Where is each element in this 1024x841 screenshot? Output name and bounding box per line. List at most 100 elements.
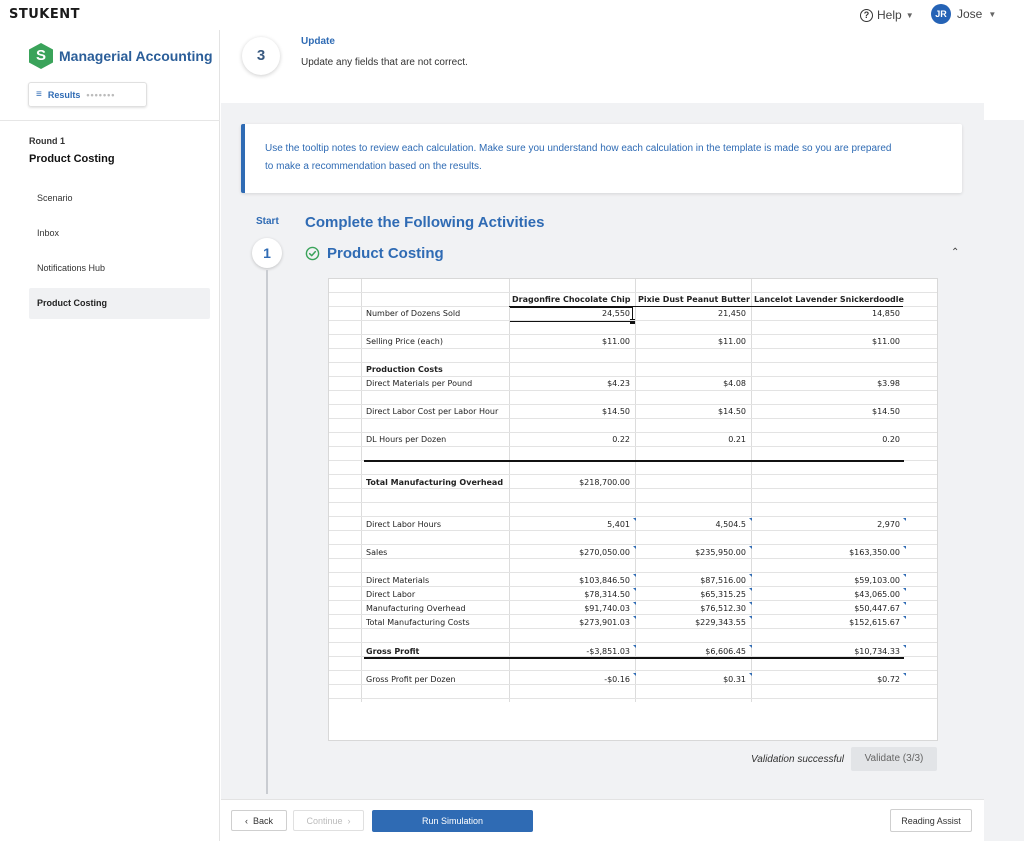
- continue-label: Continue: [306, 816, 343, 826]
- column-header-pixie-dust: Pixie Dust Peanut Butter: [638, 295, 750, 304]
- grid-column-line: [361, 279, 362, 702]
- fill-handle[interactable]: [630, 319, 635, 324]
- column-header-lancelot: Lancelot Lavender Snickerdoodle: [754, 295, 904, 304]
- tooltip-note-icon[interactable]: [903, 518, 906, 521]
- tooltip-note-icon[interactable]: [633, 518, 636, 521]
- table-cell[interactable]: $11.00: [872, 337, 900, 346]
- user-menu[interactable]: JR Jose ▼: [931, 4, 996, 24]
- sidebar-divider: [0, 120, 220, 121]
- tooltip-note-icon[interactable]: [903, 588, 906, 591]
- table-cell[interactable]: $91,740.03: [584, 604, 630, 613]
- tooltip-note-icon[interactable]: [749, 645, 752, 648]
- table-cell[interactable]: 14,850: [872, 309, 900, 318]
- course-brand: S Managerial Accounting: [29, 43, 213, 69]
- table-cell[interactable]: 0.20: [882, 435, 900, 444]
- tooltip-note-icon[interactable]: [633, 574, 636, 577]
- table-cell[interactable]: 21,450: [718, 309, 746, 318]
- table-cell[interactable]: $14.50: [718, 407, 746, 416]
- table-cell[interactable]: $4.08: [723, 379, 746, 388]
- table-cell[interactable]: $14.50: [602, 407, 630, 416]
- table-cell[interactable]: $43,065.00: [854, 590, 900, 599]
- table-cell[interactable]: $14.50: [872, 407, 900, 416]
- table-cell[interactable]: $218,700.00: [579, 478, 630, 487]
- table-cell[interactable]: $76,512.30: [700, 604, 746, 613]
- sidebar-item-notifications-hub[interactable]: Notifications Hub: [37, 263, 106, 273]
- table-cell[interactable]: $59,103.00: [854, 576, 900, 585]
- table-cell[interactable]: $11.00: [602, 337, 630, 346]
- tooltip-note-icon[interactable]: [749, 518, 752, 521]
- tooltip-note-icon[interactable]: [903, 546, 906, 549]
- tooltip-note-icon[interactable]: [749, 673, 752, 676]
- tooltip-note-icon[interactable]: [633, 546, 636, 549]
- table-cell[interactable]: $87,516.00: [700, 576, 746, 585]
- continue-button[interactable]: Continue ›: [293, 810, 364, 831]
- grid-row-line: [329, 348, 937, 349]
- tooltip-note-icon[interactable]: [633, 588, 636, 591]
- grid-row-line: [329, 628, 937, 629]
- chevron-up-icon[interactable]: ⌃: [951, 247, 960, 258]
- row-label: Direct Labor: [366, 590, 416, 599]
- product-costing-spreadsheet[interactable]: Dragonfire Chocolate Chip Pixie Dust Pea…: [328, 278, 938, 741]
- table-cell[interactable]: $103,846.50: [579, 576, 630, 585]
- stukent-logo[interactable]: STUKENT: [9, 7, 80, 22]
- table-cell[interactable]: 0.21: [728, 435, 746, 444]
- grid-row-line: [329, 334, 937, 335]
- row-label: Gross Profit: [366, 647, 420, 656]
- table-cell[interactable]: $0.31: [723, 675, 746, 684]
- tooltip-note-icon[interactable]: [749, 546, 752, 549]
- start-label: Start: [256, 216, 279, 227]
- validate-button[interactable]: Validate (3/3): [851, 747, 937, 771]
- tooltip-note-icon[interactable]: [903, 616, 906, 619]
- table-cell[interactable]: $78,314.50: [584, 590, 630, 599]
- grid-row-line: [329, 362, 937, 363]
- progress-dots: •••••••: [86, 89, 116, 100]
- table-cell[interactable]: $4.23: [607, 379, 630, 388]
- table-cell[interactable]: $10,734.33: [854, 647, 900, 656]
- table-cell[interactable]: $6,606.45: [705, 647, 746, 656]
- reading-assist-button[interactable]: Reading Assist: [890, 809, 972, 832]
- back-button[interactable]: ‹ Back: [231, 810, 287, 831]
- sidebar-item-scenario[interactable]: Scenario: [37, 193, 73, 203]
- sidebar-item-inbox[interactable]: Inbox: [37, 228, 60, 238]
- tooltip-note-icon[interactable]: [749, 616, 752, 619]
- table-cell[interactable]: 5,401: [607, 520, 630, 529]
- table-cell[interactable]: $273,901.03: [579, 618, 630, 627]
- table-cell[interactable]: -$3,851.03: [586, 647, 630, 656]
- table-cell[interactable]: 0.22: [612, 435, 630, 444]
- back-label: Back: [253, 816, 274, 826]
- table-cell[interactable]: $229,343.55: [695, 618, 746, 627]
- table-cell[interactable]: $3.98: [877, 379, 900, 388]
- tooltip-note-icon[interactable]: [903, 602, 906, 605]
- tooltip-note-icon[interactable]: [749, 574, 752, 577]
- table-cell[interactable]: $11.00: [718, 337, 746, 346]
- table-cell[interactable]: $152,615.67: [849, 618, 900, 627]
- tooltip-note-icon[interactable]: [633, 602, 636, 605]
- table-cell[interactable]: -$0.16: [604, 675, 630, 684]
- help-menu[interactable]: ? Help ▼: [860, 8, 914, 22]
- sidebar-item-product-costing[interactable]: Product Costing: [29, 288, 210, 319]
- table-cell[interactable]: $0.72: [877, 675, 900, 684]
- update-title: Update: [301, 36, 335, 47]
- round-label: Round 1: [29, 136, 65, 146]
- tooltip-note-icon[interactable]: [903, 673, 906, 676]
- table-cell[interactable]: $270,050.00: [579, 548, 630, 557]
- table-cell[interactable]: 24,550: [602, 309, 630, 318]
- row-label: Direct Materials per Pound: [366, 379, 473, 388]
- tooltip-note-icon[interactable]: [633, 673, 636, 676]
- tooltip-note-icon[interactable]: [749, 602, 752, 605]
- row-label: Direct Labor Hours: [366, 520, 442, 529]
- tooltip-note-icon[interactable]: [903, 645, 906, 648]
- results-button[interactable]: ≡ Results •••••••: [28, 82, 147, 107]
- table-cell[interactable]: 4,504.5: [715, 520, 746, 529]
- table-cell[interactable]: $50,447.67: [854, 604, 900, 613]
- tooltip-note-card: Use the tooltip notes to review each cal…: [241, 124, 962, 193]
- tooltip-note-icon[interactable]: [903, 574, 906, 577]
- table-cell[interactable]: $65,315.25: [700, 590, 746, 599]
- table-cell[interactable]: $163,350.00: [849, 548, 900, 557]
- tooltip-note-icon[interactable]: [633, 645, 636, 648]
- tooltip-note-icon[interactable]: [633, 616, 636, 619]
- table-cell[interactable]: 2,970: [877, 520, 900, 529]
- run-simulation-button[interactable]: Run Simulation: [372, 810, 533, 832]
- tooltip-note-icon[interactable]: [749, 588, 752, 591]
- table-cell[interactable]: $235,950.00: [695, 548, 746, 557]
